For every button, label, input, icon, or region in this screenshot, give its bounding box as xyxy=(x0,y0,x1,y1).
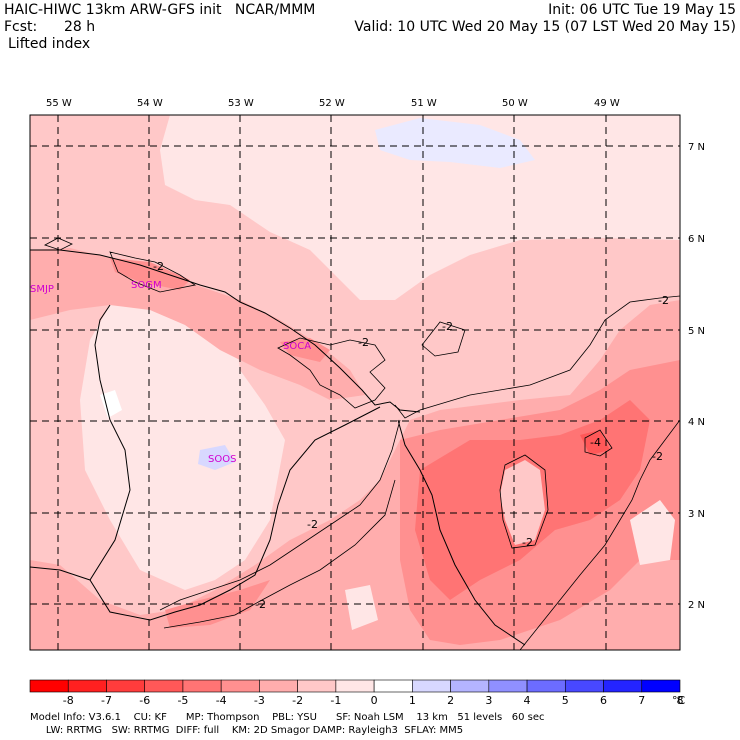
model-info-line2: LW: RRTMG SW: RRTMG DIFF: full KM: 2D Sm… xyxy=(30,725,464,736)
lon-label: 52 W xyxy=(319,98,345,109)
contour-label: -2 xyxy=(153,260,164,273)
colorbar-swatch xyxy=(144,679,184,693)
colorbar-tick-label: -3 xyxy=(254,694,265,707)
lat-label: 5 N xyxy=(688,326,705,337)
station-smjp: SMJP xyxy=(30,284,54,295)
colorbar-tick-label: 4 xyxy=(524,694,531,707)
colorbar-swatch xyxy=(335,679,375,693)
lat-label: 4 N xyxy=(688,417,705,428)
lat-label: 7 N xyxy=(688,142,705,153)
contour-label: -2 xyxy=(652,450,663,463)
lon-label: 55 W xyxy=(46,98,72,109)
colorbar-swatch xyxy=(564,679,604,693)
contour-label: -2 xyxy=(658,294,669,307)
lon-label: 50 W xyxy=(502,98,528,109)
lifted-index-contours xyxy=(43,237,680,650)
colorbar-swatch xyxy=(259,679,298,693)
colorbar-tick-label: 0 xyxy=(371,694,378,707)
colorbar-tick-label: -1 xyxy=(330,694,341,707)
station-soca: SOCA xyxy=(283,341,311,352)
lon-label: 49 W xyxy=(594,98,620,109)
lon-label: 54 W xyxy=(137,98,163,109)
colorbar-swatch xyxy=(106,679,146,693)
forecast-label: Fcst: xyxy=(4,19,38,35)
field-name: Lifted index xyxy=(8,36,91,52)
init-time: Init: 06 UTC Tue 19 May 15 xyxy=(548,2,736,18)
model-title: HAIC-HIWC 13km ARW-GFS init NCAR/MMM xyxy=(4,2,316,18)
colorbar-tick-label: 8 xyxy=(677,694,684,707)
colorbar-swatch xyxy=(182,679,222,693)
colorbar-tick-label: -8 xyxy=(63,694,74,707)
colorbar-swatch xyxy=(641,679,681,693)
colorbar-swatch xyxy=(603,679,643,693)
color-bar: -8 -7 -6 -5 -4 -3 -2 -1 0 1 2 3 4 5 6 7 8 xyxy=(29,679,684,707)
lat-label: 2 N xyxy=(688,600,705,611)
graticule xyxy=(30,115,680,650)
contour-label: -2 xyxy=(442,320,453,333)
contour-label: -2 xyxy=(255,598,266,611)
colorbar-tick-label: 2 xyxy=(447,694,454,707)
lon-label: 53 W xyxy=(228,98,254,109)
map-frame xyxy=(29,114,681,651)
forecast-hour: 28 h xyxy=(64,19,96,35)
colorbar-tick-label: 7 xyxy=(638,694,645,707)
station-sogm: SOGM xyxy=(131,280,162,291)
colorbar-unit: °C xyxy=(672,694,686,707)
colorbar-swatch xyxy=(488,679,528,693)
lat-label: 6 N xyxy=(688,234,705,245)
colorbar-tick-label: -4 xyxy=(216,694,227,707)
colorbar-tick-label: 5 xyxy=(562,694,569,707)
colorbar-swatch xyxy=(373,679,413,693)
colorbar-swatch xyxy=(67,679,107,693)
coastline-borders xyxy=(30,249,526,646)
colorbar-tick-label: -5 xyxy=(177,694,188,707)
colorbar-tick-label: -6 xyxy=(139,694,150,707)
colorbar-tick-label: -2 xyxy=(292,694,303,707)
model-info-line1: Model Info: V3.6.1 CU: KF MP: Thompson P… xyxy=(30,712,545,723)
contour-label: -2 xyxy=(522,536,533,549)
lat-label: 3 N xyxy=(688,509,705,520)
valid-time: Valid: 10 UTC Wed 20 May 15 (07 LST Wed … xyxy=(354,19,736,35)
colorbar-swatch xyxy=(29,679,69,693)
colorbar-swatch xyxy=(220,679,260,693)
colorbar-swatch xyxy=(412,679,451,693)
colorbar-swatch xyxy=(526,679,566,693)
colorbar-tick-label: 6 xyxy=(600,694,607,707)
colorbar-tick-label: -7 xyxy=(101,694,112,707)
colorbar-swatch xyxy=(297,679,337,693)
colorbar-tick-label: 1 xyxy=(409,694,416,707)
lon-label: 51 W xyxy=(411,98,437,109)
shaded-field xyxy=(30,115,680,650)
colorbar-swatch xyxy=(450,679,490,693)
contour-label: -2 xyxy=(307,518,318,531)
station-soos: SOOS xyxy=(208,454,236,465)
contour-label: -2 xyxy=(358,336,369,349)
colorbar-tick-label: 3 xyxy=(485,694,492,707)
contour-label-peak: -4 xyxy=(590,436,601,449)
